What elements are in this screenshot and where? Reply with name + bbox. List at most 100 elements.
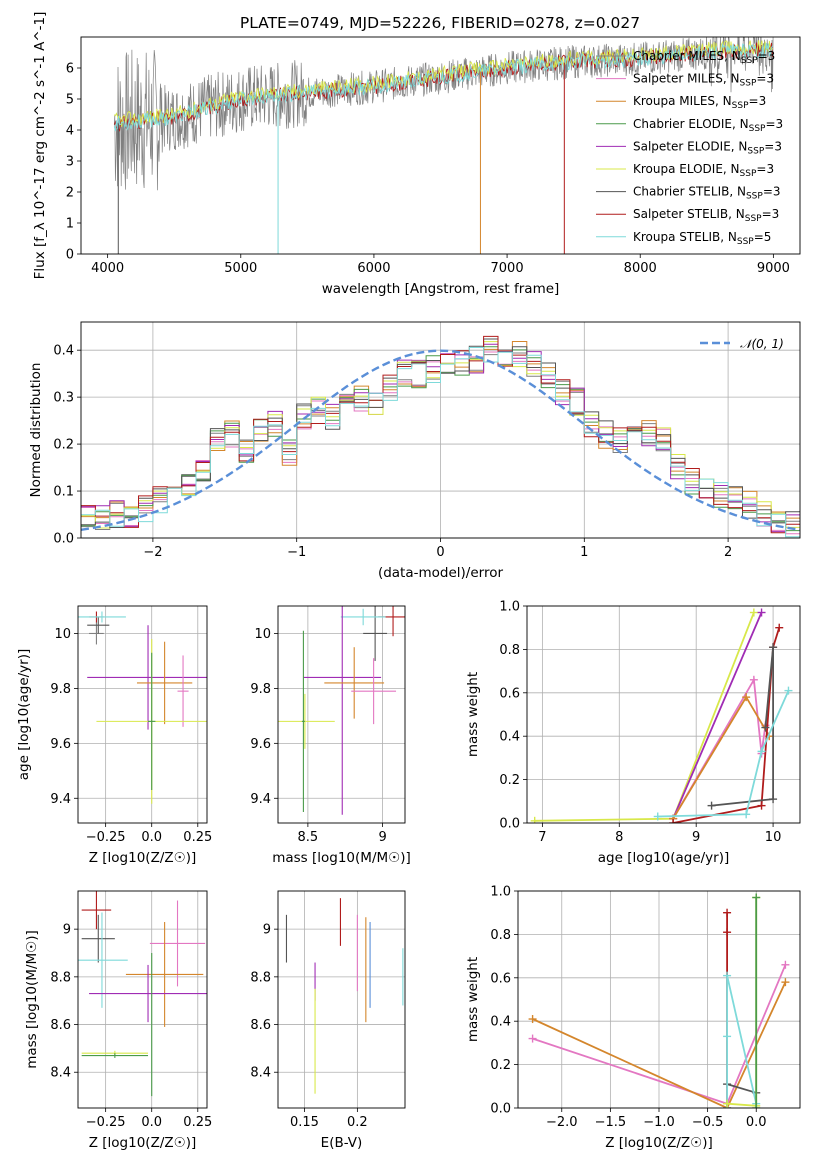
x-tick-label: 0.0: [746, 1115, 767, 1130]
y-tick-label: 1.0: [490, 885, 511, 900]
x-tick-label: 9: [692, 830, 700, 845]
legend-label: Kroupa STELIB, NSSP=5: [633, 230, 771, 247]
y-axis-label: mass weight: [465, 957, 481, 1042]
errorbar: [303, 606, 382, 815]
mass-weight-marker: [653, 812, 662, 821]
mass-weight-marker: [723, 971, 732, 980]
axes-frame: [77, 890, 208, 1109]
y-tick-label: 0.0: [490, 1102, 511, 1117]
x-tick-label: 1: [580, 545, 588, 560]
x-tick-label: 0.25: [183, 1115, 212, 1130]
errorbar: [87, 625, 207, 730]
y-axis-label: mass [log10(M/M☉)]: [24, 930, 40, 1069]
mass-weight-line: [532, 981, 787, 1108]
y-tick-label: 8.8: [250, 970, 271, 985]
errorbar: [81, 914, 115, 963]
axes-frame: [77, 605, 208, 824]
y-tick-label: 9.4: [250, 792, 271, 807]
mass-weight-line: [726, 1083, 757, 1094]
histogram-step-line: [81, 335, 800, 534]
legend-label: Chabrier ELODIE, NSSP=3: [633, 117, 783, 134]
observed-spectrum-line: [113, 37, 774, 191]
y-tick-label: 0.0: [53, 532, 74, 547]
legend-count: =3: [763, 185, 781, 199]
legend-subscript: SSP: [749, 124, 766, 134]
x-tick-label: 0.0: [141, 830, 162, 845]
y-tick-label: 0.2: [53, 438, 74, 453]
x-axis-label: Z [log10(Z/Z☉)]: [89, 1135, 197, 1151]
legend-subscript: SSP: [741, 56, 758, 66]
y-tick-label: 9.4: [50, 792, 71, 807]
y-tick-label: 8.4: [250, 1066, 271, 1081]
mass-weight-marker: [757, 801, 766, 810]
y-tick-label: 0.1: [53, 485, 74, 500]
axes-frame: [80, 36, 801, 255]
x-tick-label: 8.5: [298, 830, 319, 845]
legend-label: Kroupa ELODIE, NSSP=3: [633, 162, 774, 179]
y-tick-label: 9.6: [250, 737, 271, 752]
figure-title: PLATE=0749, MJD=52226, FIBERID=0278, z=0…: [240, 14, 640, 32]
mass-weight-marker: [752, 1104, 761, 1108]
x-tick-label: 0.15: [290, 1115, 319, 1130]
x-tick-label: 9000: [757, 261, 790, 276]
mass-weight-marker: [784, 686, 793, 695]
mass-vs-metallicity-panel: −0.25 0.0 0.25 8.4 8.6 8.8 9 Z [log10(Z/Z☉)] mas…: [24, 890, 212, 1151]
y-tick-label: 10: [254, 627, 271, 642]
y-tick-label: 0.6: [490, 971, 511, 986]
errorbar: [87, 616, 110, 634]
age-vs-metallicity-panel: −0.25 0.0 0.25 9.4 9.6 9.8 10 Z [log10(Z/Z☉)] ag…: [16, 605, 212, 866]
legend-subscript: SSP: [732, 101, 749, 111]
errorbar: [149, 900, 206, 987]
mass-weight-line: [726, 975, 758, 1108]
mass-weight-marker: [757, 608, 766, 617]
x-tick-label: 4000: [91, 261, 124, 276]
residuals-panel: −2 −1 0 1 2 0.0 0.1 0.2 0.3 0.4 (data-model)/error…: [28, 321, 801, 581]
mass-weight-marker: [781, 978, 790, 987]
legend-subscript: SSP: [737, 237, 754, 247]
legend-subscript: SSP: [745, 214, 762, 224]
legend-subscript: SSP: [747, 146, 764, 156]
y-tick-label: 6: [66, 62, 74, 77]
legend-label: Salpeter MILES, NSSP=3: [633, 72, 774, 89]
mass-weight-line: [672, 612, 763, 820]
legend-count: =3: [756, 162, 774, 176]
y-tick-label: 0.0: [499, 817, 520, 832]
errorbar: [363, 606, 388, 661]
errorbar: [136, 641, 193, 725]
y-tick-label: 9.8: [50, 682, 71, 697]
mass-weight-marker: [769, 795, 778, 804]
legend-label: Chabrier STELIB, NSSP=3: [633, 185, 781, 202]
legend-subscript: SSP: [740, 79, 757, 89]
legend-count: =3: [765, 117, 783, 131]
legend-label: Chabrier MILES, NSSP=3: [633, 49, 775, 66]
y-tick-label: 0.4: [490, 1015, 511, 1030]
y-tick-label: 9: [63, 923, 71, 938]
y-tick-label: 2: [66, 186, 74, 201]
x-tick-label: 8: [615, 830, 623, 845]
mass-weight-marker: [757, 747, 766, 756]
mass-weight-marker: [752, 893, 761, 902]
mass-weight-marker: [528, 1034, 537, 1043]
mass-weight-marker: [761, 723, 770, 732]
errorbar: [89, 964, 207, 1023]
y-tick-label: 1: [66, 217, 74, 232]
x-tick-label: 0.25: [183, 830, 212, 845]
x-tick-label: −0.25: [86, 1115, 126, 1130]
y-tick-label: 0.8: [499, 643, 520, 658]
x-tick-label: 10: [765, 830, 782, 845]
x-tick-label: 0: [436, 545, 444, 560]
model-spectrum-line: [113, 42, 773, 132]
mass-weight-marker: [742, 810, 751, 819]
x-tick-label: −2.0: [546, 1115, 578, 1130]
y-tick-label: 0.8: [490, 928, 511, 943]
errorbar: [78, 611, 126, 623]
axes-frame: [277, 605, 406, 824]
mass-weight-marker: [749, 675, 758, 684]
errorbar: [125, 922, 204, 1027]
mass-weight-marker: [723, 1099, 732, 1108]
x-tick-label: −0.25: [86, 830, 126, 845]
mass-weight-marker: [707, 801, 716, 810]
y-tick-label: 8.6: [50, 1018, 71, 1033]
y-tick-label: 0.6: [499, 686, 520, 701]
